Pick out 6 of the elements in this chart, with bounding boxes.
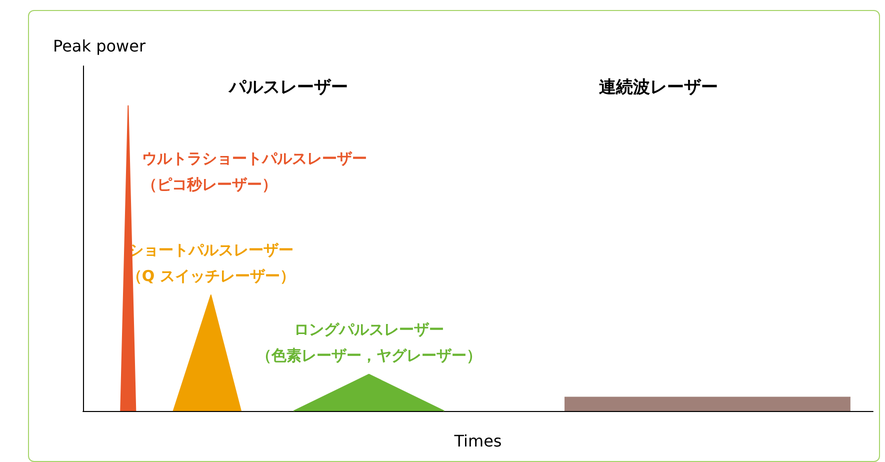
text: 連続波レーザー bbox=[599, 78, 718, 98]
text: ロングパルスレーザー（色素レーザー，ヤグレーザー） bbox=[256, 320, 482, 364]
y-axis-title: Peak power bbox=[53, 36, 146, 56]
text: パルスレーザー bbox=[228, 78, 348, 98]
x-axis-title: Times bbox=[453, 432, 502, 450]
series-label: ウルトラショートパルスレーザー（ピコ秒レーザー） bbox=[142, 150, 368, 194]
